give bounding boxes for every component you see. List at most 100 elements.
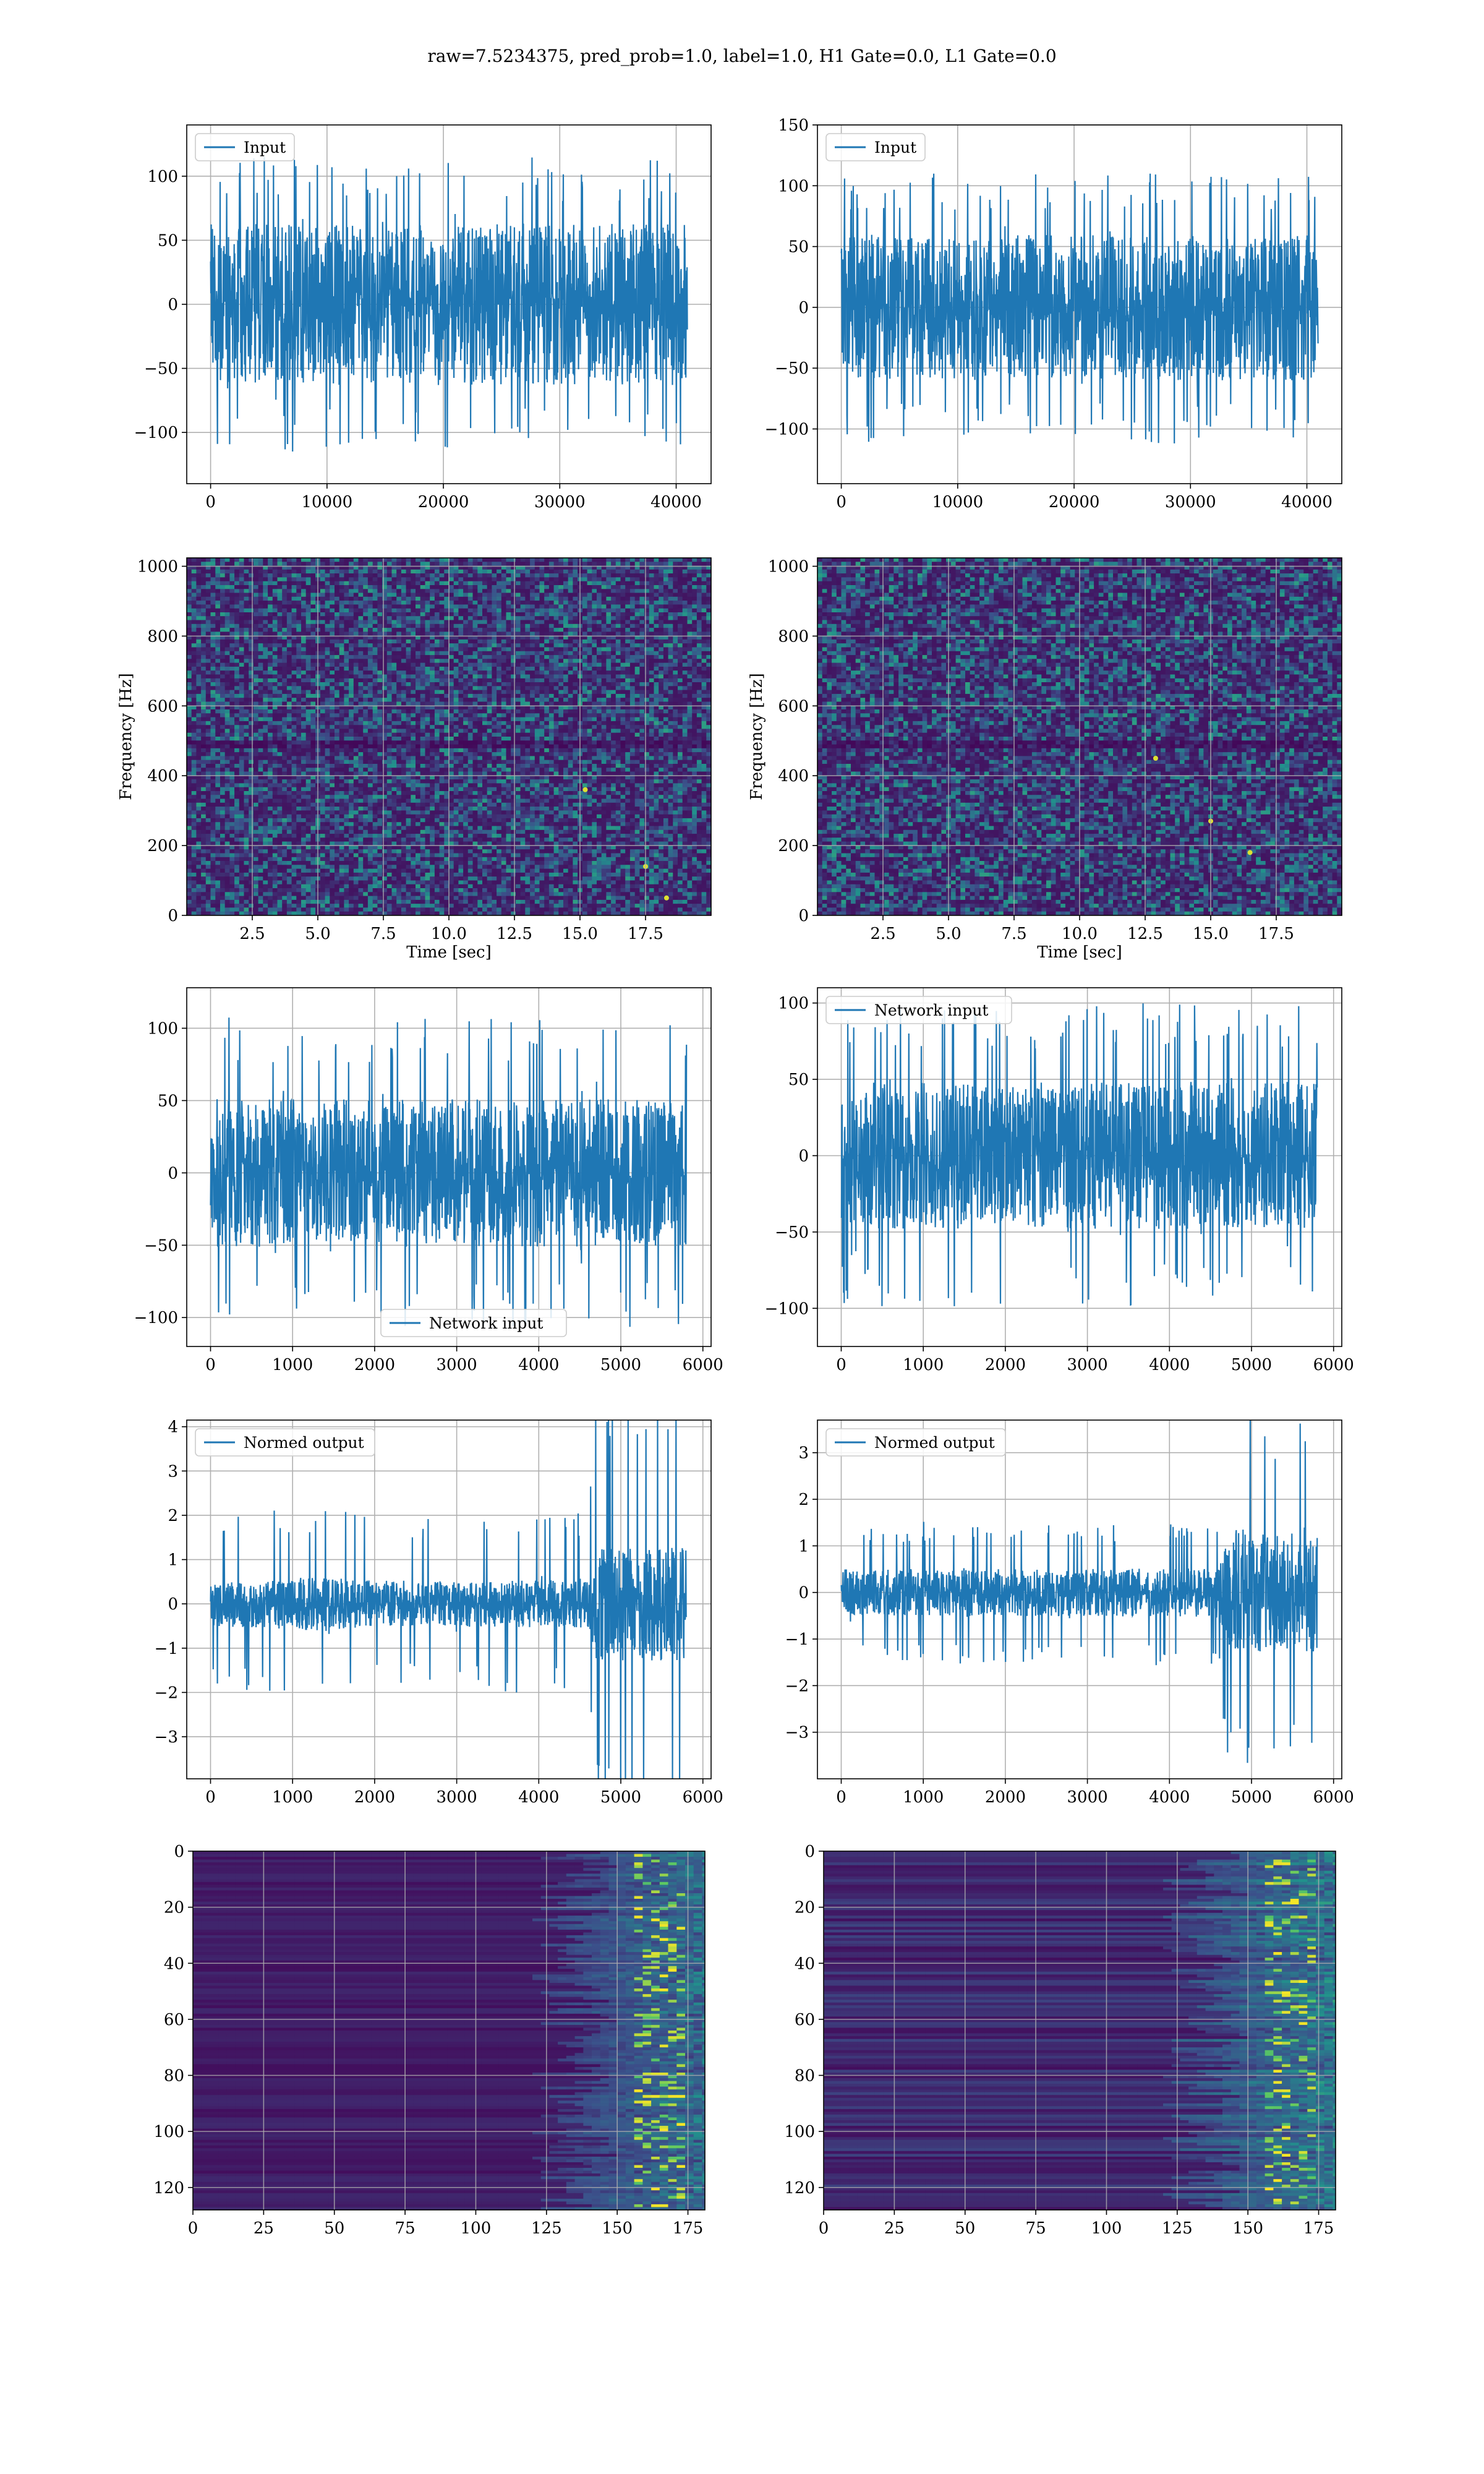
y-tick-label: 1 [168,1551,178,1570]
series-line [210,1017,688,1327]
legend-label: Input [244,139,286,156]
axes-frame [186,987,712,1347]
x-tick-label: 0 [188,2219,198,2238]
legend: Normed output [825,1428,1006,1457]
y-tick-label: 100 [784,2123,815,2141]
y-tick-label: 3 [168,1462,178,1481]
x-tick-label: 0 [205,1788,216,1807]
y-tick-label: −50 [144,360,178,379]
legend-label: Normed output [874,1434,995,1452]
y-tick-label: 4 [168,1418,178,1437]
x-tick-label: 1000 [903,1788,944,1807]
x-tick-label: 6000 [683,1356,723,1374]
y-tick-label: −100 [134,424,178,442]
heatmap-bright-spot [582,787,588,792]
y-tick-label: −100 [765,1299,809,1318]
x-tick-label: 5.0 [305,925,330,943]
chart-r3c1: 0 1000 2000 3000 4000 5000 6000 −100 −50 0 50 100 Ne… [134,987,723,1374]
y-tick-label: 3 [798,1444,809,1463]
legend-box [825,1428,1006,1457]
legend-box [195,1428,375,1457]
x-tick-label: 0 [836,1356,846,1374]
x-tick-label: 12.5 [1127,925,1163,943]
x-tick-label: 7.5 [1001,925,1026,943]
x-tick-label: 175 [1303,2219,1334,2238]
chart-r1c2: 0 10000 20000 30000 40000 −100 −50 0 50 100 150 Inp… [765,116,1342,511]
y-tick-label: 100 [147,168,178,186]
x-tick-label: 3000 [437,1356,477,1374]
y-tick-label: −2 [155,1684,178,1702]
x-tick-label: 15.0 [562,925,598,943]
x-tick-label: 2000 [354,1788,395,1807]
x-tick-label: 100 [461,2219,492,2238]
figure-title: raw=7.5234375, pred_prob=1.0, label=1.0,… [427,46,1056,66]
y-tick-label: 2 [168,1507,178,1525]
heatmap-bright-spot [663,895,669,901]
series-line [840,1420,1318,1763]
x-tick-label: 125 [531,2219,562,2238]
x-tick-label: 150 [1232,2219,1263,2238]
y-tick-label: 800 [778,627,809,646]
y-tick-label: 0 [168,1164,178,1183]
y-tick-label: 60 [164,2011,184,2029]
x-tick-label: 40000 [650,493,702,511]
y-tick-label: 50 [788,1071,809,1089]
heatmap-image [824,1851,1336,2210]
y-tick-label: −100 [765,421,809,439]
x-tick-label: 50 [324,2219,344,2238]
x-tick-label: 10000 [932,493,983,511]
x-tick-label: 0 [836,493,846,511]
x-tick-label: 30000 [1165,493,1216,511]
y-tick-label: 120 [153,2179,184,2198]
y-tick-label: 600 [147,697,178,716]
y-axis-label: Frequency [Hz] [117,673,135,800]
y-tick-label: −1 [155,1640,178,1658]
y-tick-label: −100 [134,1309,178,1327]
y-tick-label: 50 [158,231,178,250]
x-tick-label: 0 [205,493,216,511]
x-tick-label: 5000 [1231,1788,1272,1807]
y-tick-label: 400 [778,767,809,785]
legend-box [380,1309,567,1337]
x-tick-label: 1000 [272,1356,313,1374]
series-line [840,173,1319,443]
y-tick-label: 80 [795,2067,815,2086]
y-tick-label: 200 [147,837,178,855]
heatmap-image [187,558,711,915]
y-tick-label: 100 [153,2123,184,2141]
y-axis-label: Frequency [Hz] [748,673,766,800]
x-tick-label: 40000 [1281,493,1333,511]
x-tick-label: 3000 [437,1788,477,1807]
axes-frame [817,124,1342,484]
y-tick-label: 0 [174,1843,184,1861]
y-tick-label: 0 [798,907,809,925]
y-tick-label: 0 [798,1147,809,1165]
legend-box [825,996,1012,1024]
x-tick-label: 3000 [1067,1356,1108,1374]
chart-r2c1: 2.5 5.0 7.5 10.0 12.5 15.0 17.5 0 200 400 600 800 10… [117,557,712,962]
y-tick-label: 0 [168,907,178,925]
heatmap-bright-spot [1247,850,1253,855]
x-tick-label: 6000 [683,1788,723,1807]
x-tick-label: 4000 [1149,1356,1190,1374]
y-tick-label: 150 [778,116,809,135]
y-tick-label: 200 [778,837,809,855]
x-tick-label: 125 [1162,2219,1193,2238]
y-tick-label: 20 [795,1899,815,1917]
y-tick-label: 50 [788,238,809,257]
y-tick-label: 0 [804,1843,815,1861]
y-tick-label: 600 [778,697,809,716]
x-tick-label: 5000 [600,1356,641,1374]
series-line [840,1003,1318,1306]
x-tick-label: 4000 [518,1788,559,1807]
y-tick-label: −1 [785,1630,809,1649]
x-tick-label: 75 [395,2219,416,2238]
heatmap-bright-spot [1153,755,1158,761]
legend-label: Input [874,139,916,156]
y-tick-label: 400 [147,767,178,785]
y-tick-label: 40 [795,1954,815,1973]
x-tick-label: 10.0 [431,925,467,943]
y-tick-label: 0 [168,1595,178,1614]
y-tick-label: 80 [164,2067,184,2086]
